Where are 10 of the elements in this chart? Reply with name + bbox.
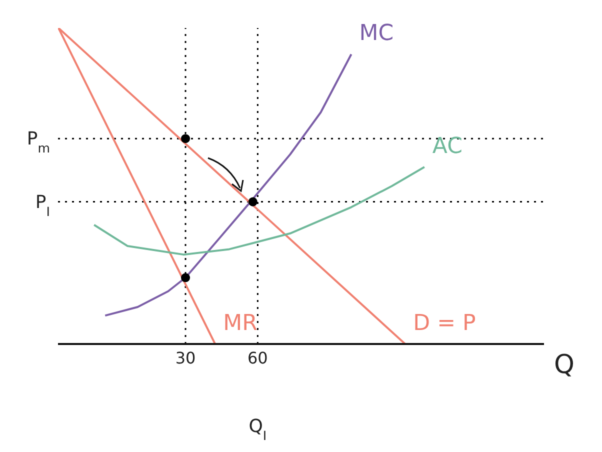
text: Q$_{I}$: [248, 416, 267, 442]
ref-line-label: P$_{I}$: [35, 192, 50, 218]
x-tick-label: 30: [175, 348, 196, 368]
series-label: AC: [432, 134, 462, 160]
series-label: MC: [359, 21, 394, 46]
x-tick-label: 60: [248, 348, 268, 368]
ref-line-label: P$_{m}$: [26, 128, 50, 156]
x-axis-title: Q: [554, 350, 574, 380]
series-label: D = P: [413, 311, 476, 336]
series-label: MR: [223, 311, 258, 336]
